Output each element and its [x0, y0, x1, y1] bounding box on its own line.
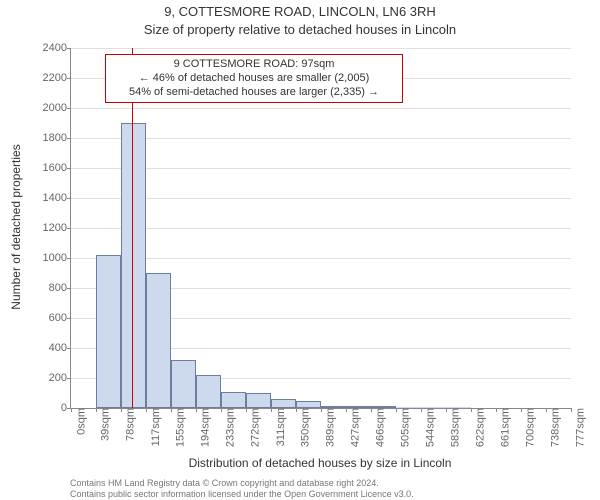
y-axis-label-wrap: Number of detached properties	[0, 50, 16, 410]
annotation-line: ← 46% of detached houses are smaller (2,…	[114, 72, 394, 86]
x-axis-label: Distribution of detached houses by size …	[70, 456, 570, 470]
gridline	[71, 108, 571, 109]
histogram-bar	[221, 392, 246, 409]
y-tick-label: 2200	[43, 72, 71, 84]
chart-container: 9, COTTESMORE ROAD, LINCOLN, LN6 3RH Siz…	[0, 0, 600, 500]
histogram-bar	[146, 273, 171, 408]
y-axis-label: Number of detached properties	[9, 47, 23, 407]
gridline	[71, 138, 571, 139]
annotation-line: 9 COTTESMORE ROAD: 97sqm	[114, 58, 394, 72]
y-tick-label: 400	[49, 342, 71, 354]
chart-title-line2: Size of property relative to detached ho…	[0, 22, 600, 37]
histogram-bar	[121, 123, 146, 408]
y-tick-label: 2000	[43, 102, 71, 114]
y-tick-label: 800	[49, 282, 71, 294]
annotation-box: 9 COTTESMORE ROAD: 97sqm← 46% of detache…	[105, 54, 403, 103]
gridline	[71, 198, 571, 199]
y-tick-label: 1400	[43, 192, 71, 204]
chart-title-line1: 9, COTTESMORE ROAD, LINCOLN, LN6 3RH	[0, 4, 600, 19]
gridline	[71, 168, 571, 169]
annotation-line: 54% of semi-detached houses are larger (…	[114, 86, 394, 100]
y-tick-label: 2400	[43, 42, 71, 54]
plot-area: 0200400600800100012001400160018002000220…	[70, 48, 571, 409]
x-tick-label-wrap: 777sqm	[541, 408, 600, 426]
y-tick-label: 600	[49, 312, 71, 324]
histogram-bar	[96, 255, 121, 408]
y-tick-label: 200	[49, 372, 71, 384]
y-tick-label: 1800	[43, 132, 71, 144]
histogram-bar	[296, 401, 321, 409]
gridline	[71, 228, 571, 229]
histogram-bar	[271, 399, 296, 408]
y-tick-label: 1000	[43, 252, 71, 264]
y-tick-label: 1200	[43, 222, 71, 234]
y-tick-label: 1600	[43, 162, 71, 174]
footer-line1: Contains HM Land Registry data © Crown c…	[70, 478, 570, 488]
gridline	[71, 258, 571, 259]
footer-line2: Contains public sector information licen…	[70, 489, 570, 499]
histogram-bar	[196, 375, 221, 408]
x-tick-label: 777sqm	[571, 408, 587, 447]
histogram-bar	[246, 393, 271, 408]
gridline	[71, 48, 571, 49]
histogram-bar	[171, 360, 196, 408]
